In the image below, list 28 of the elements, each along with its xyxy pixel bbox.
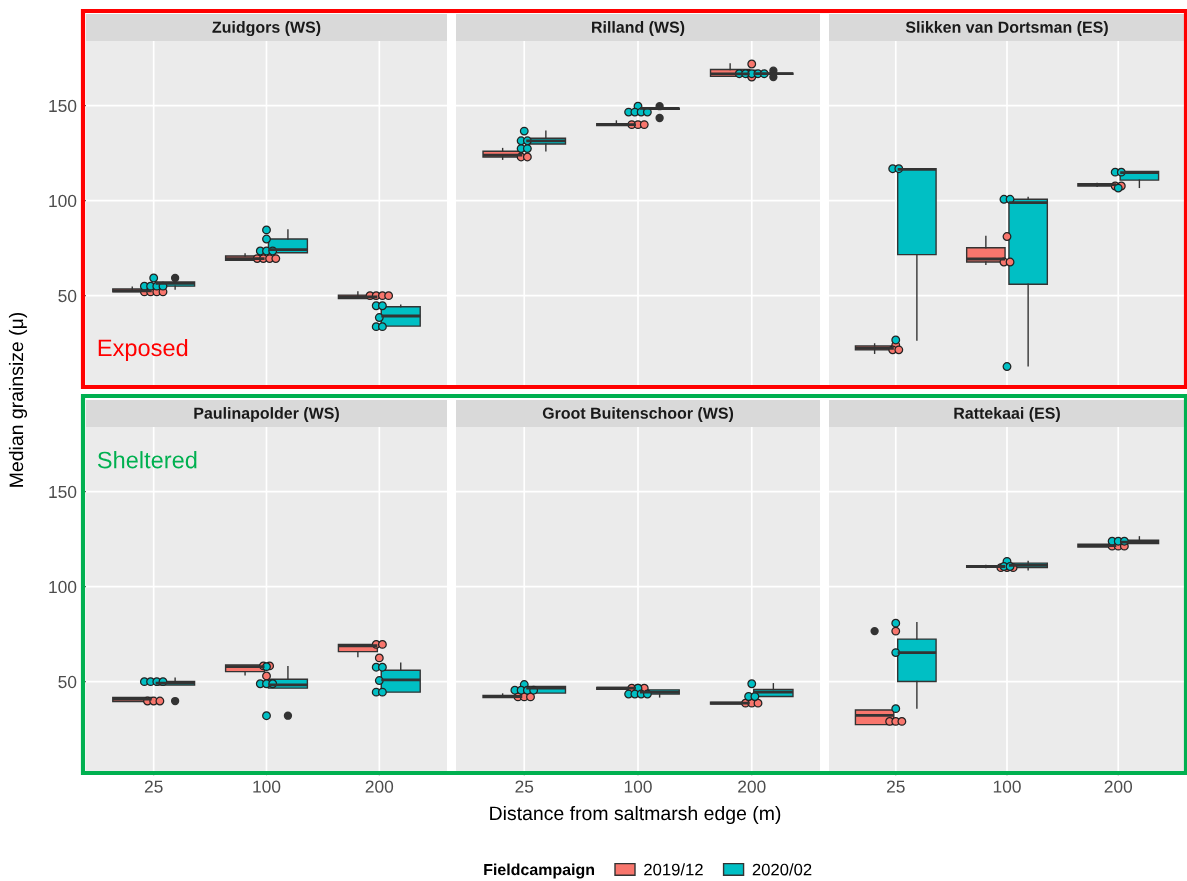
y-tick-label: 150	[49, 99, 77, 113]
x-tick-label: 100	[993, 780, 1021, 793]
y-tick-label: 100	[49, 580, 77, 594]
legend-title: Fieldcampaign	[484, 863, 595, 879]
y-tick-label: 50	[58, 289, 77, 303]
legend-label: 2020/02	[752, 863, 812, 876]
x-tick-label: 100	[624, 780, 652, 793]
x-tick-label: 200	[365, 780, 394, 793]
x-tick-label: 200	[1104, 780, 1133, 793]
chart-title: Groot Buitenschoor (WS)	[542, 407, 734, 422]
x-axis-title: Distance from saltmarsh edge (m)	[490, 805, 781, 825]
x-tick-label: 25	[144, 780, 163, 793]
x-tick-label: 25	[886, 780, 905, 793]
annotation: Sheltered	[97, 451, 197, 469]
x-tick-label: 200	[738, 780, 766, 793]
chart-title: Rilland (WS)	[592, 21, 685, 36]
annotation: Exposed	[98, 338, 188, 361]
y-tick-label: 50	[58, 675, 77, 689]
chart-title: Paulinapolder (WS)	[194, 407, 339, 422]
y-tick-label: 100	[49, 194, 77, 208]
y-tick-label: 150	[49, 485, 77, 499]
x-tick-label: 25	[515, 780, 534, 793]
y-axis-title: Median grainsize (μ)	[8, 312, 28, 487]
chart-title: Rattekaai (ES)	[954, 407, 1060, 422]
chart-title: Zuidgors (WS)	[212, 21, 321, 37]
legend-label: 2019/12	[644, 863, 703, 876]
x-tick-label: 100	[253, 780, 281, 793]
chart-title: Slikken van Dortsman (ES)	[905, 21, 1108, 36]
